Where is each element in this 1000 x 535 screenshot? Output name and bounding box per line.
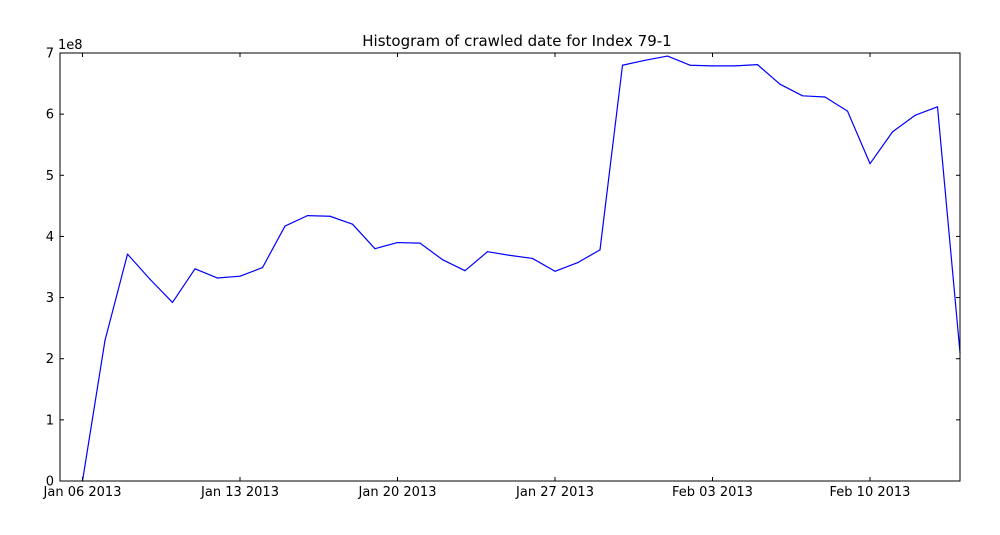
data-point — [194, 268, 196, 270]
data-point — [396, 241, 399, 244]
x-tick-label: Jan 20 2013 — [358, 485, 437, 500]
y-tick-label: 4 — [46, 230, 54, 245]
chart-title: Histogram of crawled date for Index 79-1 — [362, 32, 671, 50]
data-point — [734, 65, 736, 67]
data-point — [936, 106, 939, 108]
y-tick-label: 7 — [46, 47, 54, 62]
data-point — [419, 242, 421, 244]
data-point — [599, 249, 601, 251]
data-point — [824, 96, 826, 98]
data-point — [351, 223, 354, 225]
data-point — [329, 215, 331, 217]
data-point — [621, 64, 624, 66]
data-point — [576, 262, 579, 264]
x-tick-label: Feb 10 2013 — [830, 485, 911, 500]
data-point — [531, 257, 534, 260]
y-tick-label: 1 — [46, 413, 54, 428]
data-point — [666, 55, 669, 57]
data-point — [486, 251, 489, 253]
data-point — [644, 59, 646, 61]
y-tick-label: 2 — [46, 352, 54, 367]
data-point — [554, 270, 556, 272]
y-axis: 0 1 2 3 4 5 6 7 — [46, 47, 960, 490]
data-point — [104, 339, 106, 341]
series-layer — [81, 55, 961, 482]
data-point — [711, 65, 714, 67]
y-tick-label: 0 — [46, 475, 54, 490]
y-tick-label: 5 — [46, 169, 54, 184]
data-point — [374, 248, 376, 250]
data-point — [869, 163, 871, 165]
x-tick-label: Jan 06 2013 — [43, 485, 122, 500]
data-point — [846, 110, 849, 112]
data-point — [441, 259, 444, 261]
data-point — [261, 267, 264, 269]
data-point — [239, 275, 241, 277]
data-point — [149, 278, 151, 280]
data-point — [284, 225, 286, 227]
data-point — [914, 114, 916, 116]
data-point — [689, 64, 691, 66]
x-axis: Jan 06 2013 Jan 13 2013 Jan 20 2013 Jan 27 … — [43, 53, 911, 500]
x-tick-label: Jan 27 2013 — [515, 485, 594, 500]
data-point — [756, 64, 759, 66]
data-point — [509, 254, 511, 256]
x-tick-label: Jan 13 2013 — [200, 485, 279, 500]
data-point — [306, 215, 309, 217]
data-point — [171, 301, 174, 304]
data-point — [779, 83, 781, 85]
y-tick-label: 3 — [46, 291, 54, 306]
data-point — [801, 95, 804, 97]
plot-frame — [59, 52, 961, 482]
y-offset-label: 1e8 — [58, 38, 83, 53]
series-line-0 — [81, 55, 961, 482]
y-tick-label: 6 — [46, 108, 54, 123]
data-point — [126, 253, 129, 255]
x-tick-label: Feb 03 2013 — [672, 485, 753, 500]
data-point — [216, 277, 219, 279]
data-point — [891, 131, 894, 133]
data-point — [464, 270, 466, 272]
